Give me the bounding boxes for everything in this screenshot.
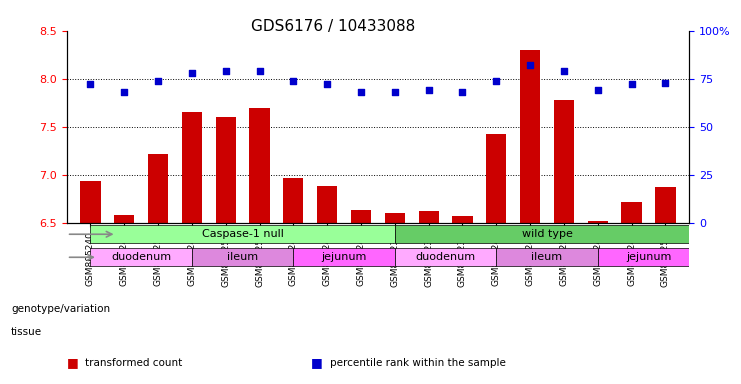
Point bbox=[355, 89, 367, 95]
Point bbox=[322, 81, 333, 88]
Point bbox=[592, 87, 604, 93]
Text: duodenum: duodenum bbox=[416, 252, 476, 262]
Point bbox=[491, 78, 502, 84]
Point bbox=[186, 70, 198, 76]
Bar bbox=[114, 215, 134, 223]
Bar bbox=[486, 134, 506, 223]
Point bbox=[288, 78, 299, 84]
Bar bbox=[90, 225, 395, 243]
Bar bbox=[622, 202, 642, 223]
Bar bbox=[385, 213, 405, 223]
Bar bbox=[395, 248, 496, 266]
Point bbox=[389, 89, 401, 95]
Text: ■: ■ bbox=[67, 356, 79, 369]
Bar bbox=[520, 50, 540, 223]
Bar bbox=[554, 100, 574, 223]
Point bbox=[220, 68, 232, 74]
Point bbox=[253, 68, 265, 74]
Text: GDS6176 / 10433088: GDS6176 / 10433088 bbox=[251, 19, 416, 34]
Text: transformed count: transformed count bbox=[85, 358, 182, 368]
Text: duodenum: duodenum bbox=[111, 252, 171, 262]
Bar bbox=[80, 182, 101, 223]
Point bbox=[524, 62, 536, 68]
Bar bbox=[395, 225, 700, 243]
Bar bbox=[588, 221, 608, 223]
Text: jejunum: jejunum bbox=[626, 252, 671, 262]
Text: percentile rank within the sample: percentile rank within the sample bbox=[330, 358, 505, 368]
Text: Caspase-1 null: Caspase-1 null bbox=[202, 229, 284, 239]
Point bbox=[456, 89, 468, 95]
Bar bbox=[182, 112, 202, 223]
Bar bbox=[148, 154, 168, 223]
Bar bbox=[419, 211, 439, 223]
Point bbox=[119, 89, 130, 95]
Bar bbox=[192, 248, 293, 266]
Text: ileum: ileum bbox=[531, 252, 562, 262]
Text: jejunum: jejunum bbox=[322, 252, 367, 262]
Bar bbox=[598, 248, 700, 266]
Bar bbox=[655, 187, 676, 223]
Text: genotype/variation: genotype/variation bbox=[11, 304, 110, 314]
Point bbox=[84, 81, 96, 88]
Text: wild type: wild type bbox=[522, 229, 573, 239]
Bar bbox=[317, 186, 337, 223]
Point bbox=[558, 68, 570, 74]
Text: tissue: tissue bbox=[11, 327, 42, 337]
Bar bbox=[90, 248, 192, 266]
Bar bbox=[283, 178, 304, 223]
Point bbox=[625, 81, 637, 88]
Bar bbox=[452, 216, 473, 223]
Text: ■: ■ bbox=[311, 356, 323, 369]
Point bbox=[659, 79, 671, 86]
Bar bbox=[250, 108, 270, 223]
Bar bbox=[216, 117, 236, 223]
Point bbox=[422, 87, 434, 93]
Bar bbox=[350, 210, 371, 223]
Bar bbox=[496, 248, 598, 266]
Bar bbox=[293, 248, 395, 266]
Point bbox=[152, 78, 164, 84]
Text: ileum: ileum bbox=[227, 252, 258, 262]
